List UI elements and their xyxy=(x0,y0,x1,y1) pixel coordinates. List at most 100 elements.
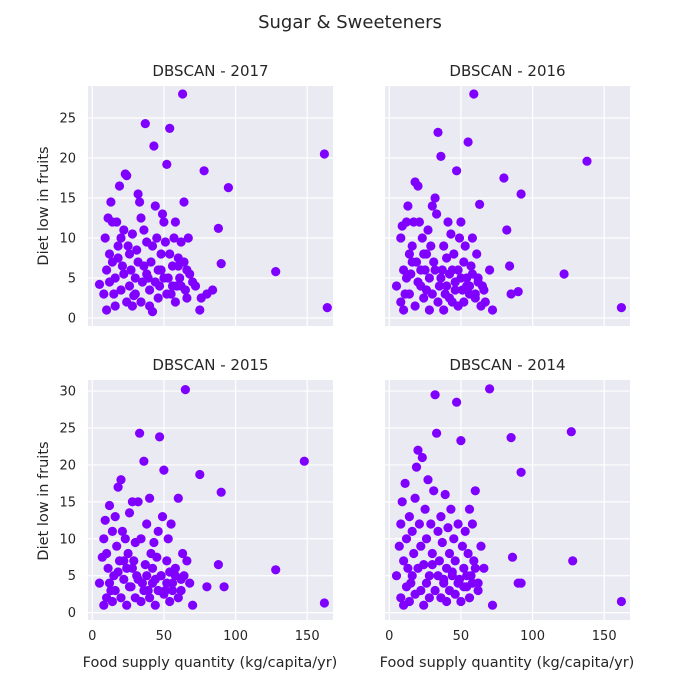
data-point xyxy=(152,233,162,243)
data-point xyxy=(127,563,137,573)
x-tick-label: 100 xyxy=(520,629,545,644)
data-point xyxy=(432,428,442,438)
data-point xyxy=(190,281,201,291)
subplot-title: DBSCAN - 2016 xyxy=(449,62,565,80)
data-point xyxy=(407,571,417,581)
data-point xyxy=(159,273,169,283)
data-point xyxy=(410,301,420,311)
data-point xyxy=(162,159,172,169)
data-point xyxy=(109,289,119,299)
y-tick-label: 10 xyxy=(59,532,76,547)
data-point xyxy=(449,534,459,544)
data-point xyxy=(117,261,127,271)
data-point xyxy=(202,582,212,592)
data-point xyxy=(156,265,166,275)
data-point xyxy=(423,475,433,485)
data-point xyxy=(459,582,469,592)
subplot-title: DBSCAN - 2014 xyxy=(449,356,565,374)
data-point xyxy=(433,526,443,537)
x-tick-label: 0 xyxy=(385,629,393,644)
data-point xyxy=(396,519,406,529)
data-point xyxy=(559,269,569,279)
data-point xyxy=(436,151,446,161)
data-point xyxy=(464,593,475,603)
data-point xyxy=(442,281,452,291)
data-point xyxy=(208,285,218,295)
data-point xyxy=(462,281,472,291)
data-point xyxy=(421,534,432,544)
data-point xyxy=(417,233,427,243)
data-point xyxy=(182,556,192,566)
data-point xyxy=(436,273,446,283)
data-point xyxy=(443,217,453,227)
data-point xyxy=(117,526,127,537)
data-point xyxy=(149,141,159,151)
data-point xyxy=(413,277,423,287)
data-point xyxy=(506,433,516,443)
data-point xyxy=(452,397,462,407)
data-point xyxy=(410,493,420,503)
data-point xyxy=(102,305,112,315)
data-point xyxy=(404,511,414,522)
data-point xyxy=(459,563,469,573)
data-point xyxy=(472,249,482,259)
data-point xyxy=(416,585,426,596)
data-point xyxy=(166,519,176,529)
data-point xyxy=(507,552,518,562)
data-point xyxy=(459,257,469,267)
y-axis-label-bottom: Diet low in fruits xyxy=(36,441,52,560)
subplot-2: DBSCAN - 2016 xyxy=(385,62,630,326)
data-point xyxy=(133,257,143,267)
data-point xyxy=(160,237,170,247)
data-point xyxy=(485,384,495,394)
data-point xyxy=(104,578,115,588)
data-point xyxy=(426,241,436,251)
data-point xyxy=(322,303,332,313)
data-point xyxy=(120,534,130,544)
data-point xyxy=(169,233,179,243)
data-point xyxy=(153,293,163,303)
data-point xyxy=(433,127,443,137)
data-point xyxy=(271,565,281,575)
data-point xyxy=(403,201,413,211)
data-point xyxy=(147,241,158,251)
data-point xyxy=(407,257,417,267)
data-point xyxy=(424,571,434,581)
data-point xyxy=(432,209,442,219)
data-point xyxy=(133,189,143,199)
data-point xyxy=(162,289,172,299)
data-point xyxy=(102,265,112,275)
data-point xyxy=(176,585,186,596)
data-point xyxy=(179,257,189,267)
data-point xyxy=(437,537,447,548)
data-point xyxy=(147,563,158,573)
data-point xyxy=(176,574,186,585)
data-point xyxy=(453,519,463,529)
data-point xyxy=(419,293,429,303)
data-point xyxy=(159,589,169,599)
data-point xyxy=(424,273,434,283)
data-point xyxy=(145,493,155,503)
data-point xyxy=(139,585,149,596)
data-point xyxy=(446,504,456,514)
data-point xyxy=(566,427,576,437)
data-point xyxy=(456,273,466,283)
data-point xyxy=(122,600,132,610)
data-point xyxy=(449,249,459,259)
data-point xyxy=(447,567,457,577)
data-point xyxy=(582,156,592,166)
y-tick-label: 25 xyxy=(59,422,76,437)
data-point xyxy=(399,556,409,566)
data-point xyxy=(404,596,414,607)
data-point xyxy=(150,201,160,211)
data-point xyxy=(456,217,466,227)
data-point xyxy=(170,217,180,227)
data-point xyxy=(399,305,409,315)
data-point xyxy=(403,563,413,573)
data-point xyxy=(162,556,172,566)
data-point xyxy=(430,390,440,400)
data-point xyxy=(219,582,229,592)
data-point xyxy=(394,541,404,551)
data-point xyxy=(427,201,437,211)
